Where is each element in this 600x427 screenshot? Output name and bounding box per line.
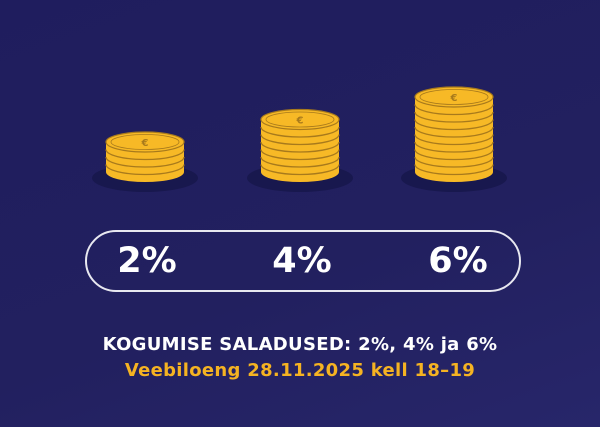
coin-top [414,86,494,108]
coin-edge [414,141,494,153]
coin-edge [260,134,340,146]
coin-edge [414,126,494,138]
euro-icon: € [450,93,458,104]
coin-edge [260,149,340,161]
coin-edge [414,156,494,168]
coin-top [105,131,185,153]
coin-edge [105,149,185,161]
coin-edge [260,141,340,153]
euro-icon: € [296,116,304,127]
stack-base [261,162,339,182]
coin-edge [414,164,494,176]
coin-edge [414,134,494,146]
coin-edge [260,126,340,138]
coin-edge [260,164,340,176]
coin-edge [105,156,185,168]
coin-stack-2%: € [92,131,198,192]
euro-icon: € [141,138,149,149]
percentage-pill [85,230,521,292]
webinar-date: Veebiloeng 28.11.2025 kell 18–19 [124,360,476,381]
coin-stack-6%: € [401,86,507,192]
percent-label-6: 6% [428,241,488,281]
coin-edge [105,164,185,176]
stack-base [106,162,184,182]
coin-stacks-illustration: € € € [92,86,507,192]
coin-rim [265,111,335,128]
coin-edge [260,156,340,168]
coin-edge [414,104,494,116]
coin-edge [414,119,494,131]
stack-base [415,162,493,182]
headline: KOGUMISE SALADUSED: 2%, 4% ja 6% [102,334,498,355]
coin-stack-4%: € [247,108,353,192]
coin-edge [414,149,494,161]
percent-label-2: 2% [117,241,177,281]
percent-label-4: 4% [272,241,332,281]
coin-edge [414,111,494,123]
coin-rim [419,89,489,105]
coin-rim [110,134,180,150]
coin-top [260,108,340,131]
